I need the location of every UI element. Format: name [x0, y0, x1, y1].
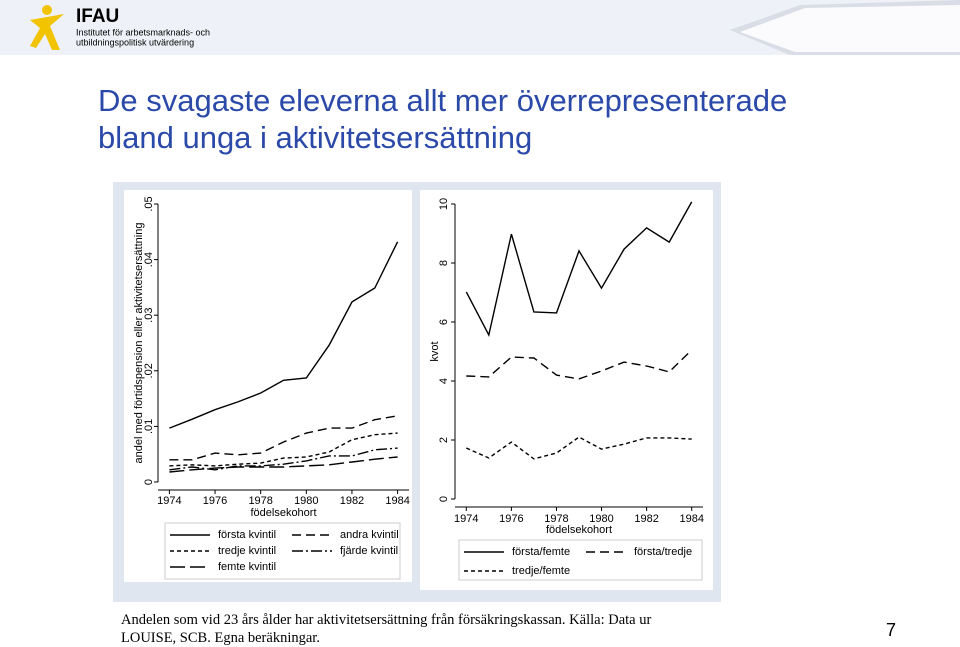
x-axis-label: födelsekohort — [250, 507, 316, 519]
y-tick-label: 10 — [438, 198, 450, 210]
y-tick-label: .05 — [143, 196, 155, 211]
y-axis-label: kvot — [429, 341, 441, 361]
x-tick-label: 1974 — [157, 495, 181, 507]
y-tick-label: 2 — [438, 437, 450, 443]
x-tick-label: 1980 — [589, 513, 613, 525]
legend-box — [164, 522, 401, 580]
legend-label: första/femte — [512, 546, 570, 558]
chart-panel — [113, 182, 721, 602]
legend-label: fjärde kvintil — [340, 545, 398, 557]
legend-label: femte kvintil — [218, 561, 276, 573]
x-tick-label: 1974 — [454, 513, 478, 525]
x-tick-label: 1978 — [248, 495, 272, 507]
x-tick-label: 1976 — [203, 495, 227, 507]
data-line — [169, 447, 398, 471]
x-axis-label: födelsekohort — [546, 524, 612, 536]
legend-label: andra kvintil — [340, 529, 399, 541]
y-axis-label: andel med förtidspension eller aktivitet… — [133, 223, 145, 464]
plot-background — [420, 190, 713, 590]
logo-figure — [30, 5, 64, 50]
y-tick-label: 4 — [438, 378, 450, 384]
data-line — [169, 415, 398, 461]
data-line — [466, 436, 692, 460]
footnote: Andelen som vid 23 års ålder har aktivit… — [121, 612, 652, 646]
y-tick-label: .04 — [143, 252, 155, 267]
data-line — [169, 241, 399, 429]
logo-text: IFAU — [76, 6, 119, 27]
legend-box — [458, 539, 703, 581]
logo-subtitle: utbildningspolitisk utvärdering — [76, 37, 194, 47]
y-tick-label: 6 — [438, 319, 450, 325]
legend-label: första/tredje — [634, 546, 692, 558]
legend-label: tredje/femte — [512, 565, 570, 577]
y-tick-label: 8 — [438, 260, 450, 266]
legend-label: tredje kvintil — [218, 545, 276, 557]
x-tick-label: 1984 — [679, 513, 703, 525]
x-tick-label: 1976 — [499, 513, 523, 525]
slide-title: De svagaste eleverna allt mer överrepres… — [98, 83, 788, 155]
booklet-image — [730, 0, 960, 55]
x-tick-label: 1978 — [544, 513, 568, 525]
data-line — [169, 456, 398, 473]
x-tick-label: 1984 — [385, 495, 409, 507]
legend-label: första kvintil — [218, 529, 276, 541]
x-tick-label: 1982 — [340, 495, 364, 507]
y-tick-label: 0 — [143, 479, 155, 485]
y-tick-label: 0 — [438, 496, 450, 502]
data-line — [466, 349, 693, 380]
plot-background — [124, 190, 412, 582]
page-number: 7 — [886, 620, 897, 640]
x-tick-label: 1980 — [294, 495, 318, 507]
y-tick-label: .02 — [143, 363, 155, 378]
y-tick-label: .01 — [143, 419, 155, 434]
header-graphics: IFAU Institutet för arbetsmarknads- och … — [0, 0, 960, 55]
logo-subtitle: Institutet för arbetsmarknads- och — [76, 27, 210, 37]
y-tick-label: .03 — [143, 308, 155, 323]
data-line — [465, 201, 693, 338]
x-tick-label: 1982 — [634, 513, 658, 525]
data-line — [169, 432, 398, 467]
